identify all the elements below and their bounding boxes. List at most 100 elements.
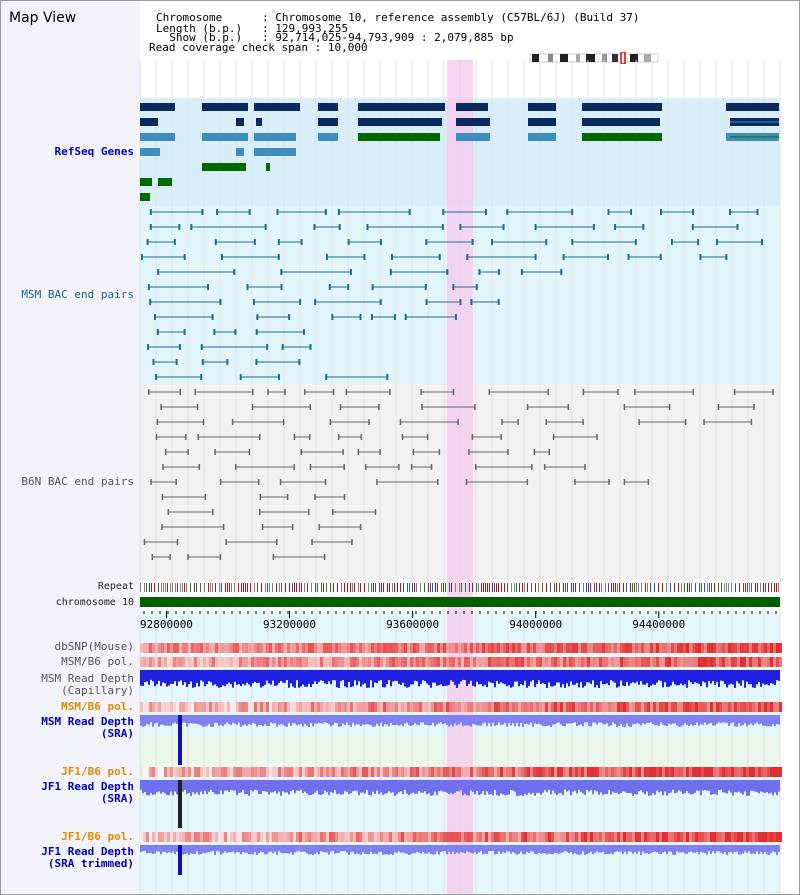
read-depth-bar — [174, 715, 176, 723]
read-depth-bar — [542, 845, 544, 854]
b6n-bac-end — [202, 419, 205, 425]
track-label-jf1-b6-pol-2[interactable]: JF1/B6 pol. — [61, 830, 134, 843]
track-label-repeat[interactable]: Repeat — [97, 581, 134, 592]
polymorphism-cell — [524, 702, 527, 712]
read-depth-bar — [370, 780, 372, 796]
read-depth-bar — [212, 780, 214, 793]
polymorphism-cell — [347, 643, 350, 653]
polymorphism-cell — [191, 657, 194, 667]
read-depth-bar — [352, 715, 354, 723]
polymorphism-cell — [740, 832, 743, 842]
track-label-refseq[interactable]: RefSeq Genes — [54, 145, 134, 158]
polymorphism-cell — [647, 702, 650, 712]
read-depth-bar — [668, 845, 670, 852]
read-depth-bar — [220, 780, 222, 791]
polymorphism-cell — [296, 643, 299, 653]
polymorphism-cell — [518, 832, 521, 842]
read-depth-bar — [360, 845, 362, 855]
chromosome-ideogram[interactable] — [528, 52, 660, 64]
read-depth-bar — [346, 780, 348, 792]
polymorphism-cell — [398, 702, 401, 712]
read-depth-bar — [426, 715, 428, 725]
read-depth-bar — [456, 715, 458, 726]
read-depth-bar — [194, 670, 196, 687]
polymorphism-cell — [542, 643, 545, 653]
read-depth-bar — [300, 845, 302, 852]
read-depth-bar — [638, 715, 640, 724]
read-depth-bar — [526, 780, 528, 795]
read-depth-bar — [222, 780, 224, 795]
read-depth-bar — [210, 845, 212, 852]
read-depth-bar — [712, 780, 714, 795]
polymorphism-cell — [404, 657, 407, 667]
msm-bac-end — [347, 239, 350, 245]
msm-bac-end — [534, 224, 537, 230]
read-depth-bar — [298, 715, 300, 725]
polymorphism-cell — [380, 657, 383, 667]
read-depth-bar — [630, 780, 632, 794]
polymorphism-cell — [491, 657, 494, 667]
polymorphism-cell — [641, 767, 644, 777]
b6n-bac-end — [488, 389, 491, 395]
polymorphism-cell — [434, 657, 437, 667]
polymorphism-cell — [704, 702, 707, 712]
polymorphism-cell — [680, 643, 683, 653]
read-depth-bar — [528, 670, 530, 686]
read-depth-bar — [698, 780, 700, 791]
read-depth-bar — [322, 670, 324, 681]
track-label-msm-depth-capillary[interactable]: MSM Read Depth — [41, 672, 134, 685]
read-depth-bar — [404, 845, 406, 854]
read-depth-bar — [512, 780, 514, 791]
track-label-jf1-b6-pol-1[interactable]: JF1/B6 pol. — [61, 765, 134, 778]
read-depth-bar — [454, 845, 456, 854]
polymorphism-cell — [713, 643, 716, 653]
read-depth-bar — [428, 780, 430, 794]
polymorphism-cell — [446, 702, 449, 712]
polymorphism-cell — [278, 657, 281, 667]
track-label-dbsnp[interactable]: dbSNP(Mouse) — [54, 640, 134, 653]
read-depth-bar — [732, 670, 734, 685]
polymorphism-cell — [458, 832, 461, 842]
polymorphism-cell — [407, 767, 410, 777]
msm-bac-end — [371, 284, 374, 290]
read-depth-bar — [518, 715, 520, 727]
polymorphism-cell — [398, 643, 401, 653]
polymorphism-cell — [521, 832, 524, 842]
track-label-msm-b6-pol-2[interactable]: MSM/B6 pol. — [61, 700, 134, 713]
read-depth-bar — [614, 845, 616, 853]
read-depth-bar — [300, 670, 302, 687]
msm-bac-end — [149, 299, 152, 305]
repeat-element — [641, 583, 642, 592]
read-depth-bar — [178, 670, 180, 682]
track-label-jf1-depth-sra[interactable]: JF1 Read Depth — [41, 780, 134, 793]
repeat-element — [519, 583, 520, 592]
read-depth-bar — [202, 845, 204, 853]
polymorphism-cell — [401, 657, 404, 667]
read-depth-bar — [638, 670, 640, 685]
track-label-b6n-bac[interactable]: B6N BAC end pairs — [21, 475, 134, 488]
polymorphism-cell — [482, 643, 485, 653]
track-label-jf1-depth-trimmed[interactable]: JF1 Read Depth — [41, 845, 134, 858]
polymorphism-cell — [146, 832, 149, 842]
track-label-msm-b6-pol-1[interactable]: MSM/B6 pol. — [61, 655, 134, 668]
read-depth-bar — [560, 845, 562, 854]
read-depth-bar — [690, 715, 692, 725]
repeat-element — [658, 583, 659, 592]
read-depth-bar — [170, 670, 172, 684]
track-label-msm-bac[interactable]: MSM BAC end pairs — [21, 288, 134, 301]
polymorphism-cell — [743, 657, 746, 667]
read-depth-bar — [156, 780, 158, 793]
read-depth-bar — [292, 715, 294, 724]
repeat-element — [709, 583, 710, 592]
repeat-element — [347, 583, 348, 592]
track-label-msm-depth-sra[interactable]: MSM Read Depth — [41, 715, 134, 728]
read-depth-bar — [656, 715, 658, 725]
polymorphism-cell — [425, 643, 428, 653]
polymorphism-cell — [236, 657, 239, 667]
polymorphism-cell — [173, 657, 176, 667]
read-depth-bar — [302, 845, 304, 852]
read-depth-bar — [612, 670, 614, 682]
track-label-chromosome[interactable]: chromosome 10 — [55, 597, 134, 608]
polymorphism-cell — [638, 832, 641, 842]
